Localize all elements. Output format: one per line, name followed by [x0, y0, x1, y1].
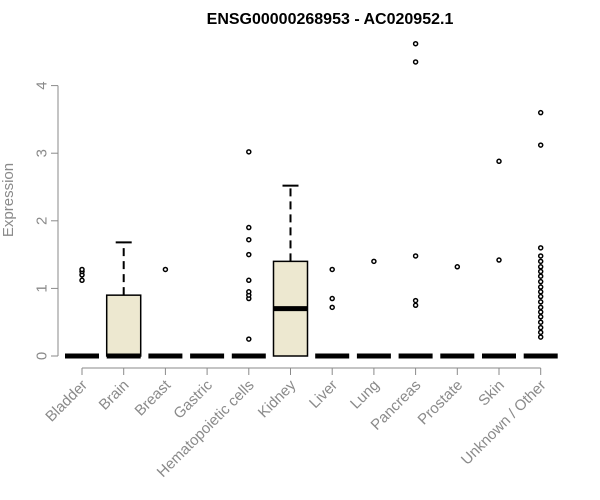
outlier-point: [537, 334, 544, 340]
outlier-point: [537, 319, 544, 325]
outlier-point: [496, 158, 502, 165]
y-tick-label: 3: [34, 149, 51, 157]
box-breast: [148, 266, 183, 359]
outlier-point: [412, 297, 419, 304]
outlier-point: [537, 264, 544, 270]
outlier-point: [79, 266, 85, 273]
box-kidney: [272, 184, 309, 357]
x-tick-label: Lung: [347, 377, 383, 413]
x-tick-label: Skin: [475, 377, 508, 410]
outlier-point: [329, 295, 335, 302]
outlier-point: [246, 224, 252, 231]
outlier-point: [537, 109, 544, 116]
outlier-point: [329, 304, 335, 311]
box-skin: [482, 158, 516, 359]
outlier-point: [246, 236, 252, 243]
y-tick-label: 2: [34, 217, 51, 225]
outlier-point: [412, 40, 419, 47]
box-prostate: [440, 264, 475, 359]
outlier-point: [537, 142, 544, 148]
iqr-box: [105, 294, 142, 357]
outlier-point: [537, 284, 544, 290]
box-hematopoietic-cells: [231, 149, 266, 359]
outlier-point: [537, 299, 544, 305]
x-tick-label: Breast: [132, 376, 175, 419]
outlier-point: [79, 277, 85, 284]
y-axis: 0 1 2 3 4: [34, 81, 59, 360]
outlier-point: [537, 273, 544, 279]
outlier-point: [162, 266, 169, 273]
outlier-point: [412, 302, 419, 309]
outlier-point: [537, 245, 544, 251]
x-tick-label: Bladder: [42, 377, 91, 426]
box-unknown-other: [523, 109, 558, 359]
outlier-point: [412, 253, 419, 259]
outlier-point: [454, 264, 461, 270]
outlier-point: [537, 293, 544, 300]
outlier-point: [537, 258, 544, 265]
y-tick-label: 0: [34, 352, 51, 360]
outlier-point: [329, 266, 335, 273]
x-tick-label: Prostate: [415, 377, 467, 429]
outlier-point: [246, 277, 252, 284]
box-brain: [105, 241, 142, 359]
x-tick-label: Kidney: [255, 376, 300, 421]
outlier-point: [537, 268, 544, 275]
outlier-point: [537, 304, 544, 311]
outlier-point: [537, 309, 544, 315]
y-axis-label: Expression: [0, 163, 17, 237]
outlier-point: [246, 336, 252, 342]
outlier-point: [537, 314, 544, 320]
outlier-point: [412, 59, 419, 65]
outlier-point: [246, 289, 252, 295]
outlier-point: [537, 278, 544, 285]
outlier-point: [371, 258, 377, 265]
outlier-point: [537, 329, 544, 336]
y-tick-label: 4: [34, 81, 51, 89]
outlier-point: [246, 251, 252, 258]
outlier-point: [246, 149, 252, 155]
box-series: [65, 40, 558, 359]
outlier-point: [537, 324, 544, 331]
outlier-point: [537, 289, 544, 295]
outlier-point: [496, 257, 502, 263]
box-bladder: [65, 266, 99, 359]
y-tick-label: 1: [34, 284, 51, 292]
x-tick-label: Liver: [306, 377, 341, 412]
outlier-point: [537, 253, 544, 259]
chart-title: ENSG00000268953 - AC020952.1: [207, 11, 454, 28]
box-liver: [315, 266, 350, 359]
x-tick-label: Brain: [96, 377, 133, 414]
box-pancreas: [398, 40, 433, 359]
box-lung: [356, 258, 391, 359]
